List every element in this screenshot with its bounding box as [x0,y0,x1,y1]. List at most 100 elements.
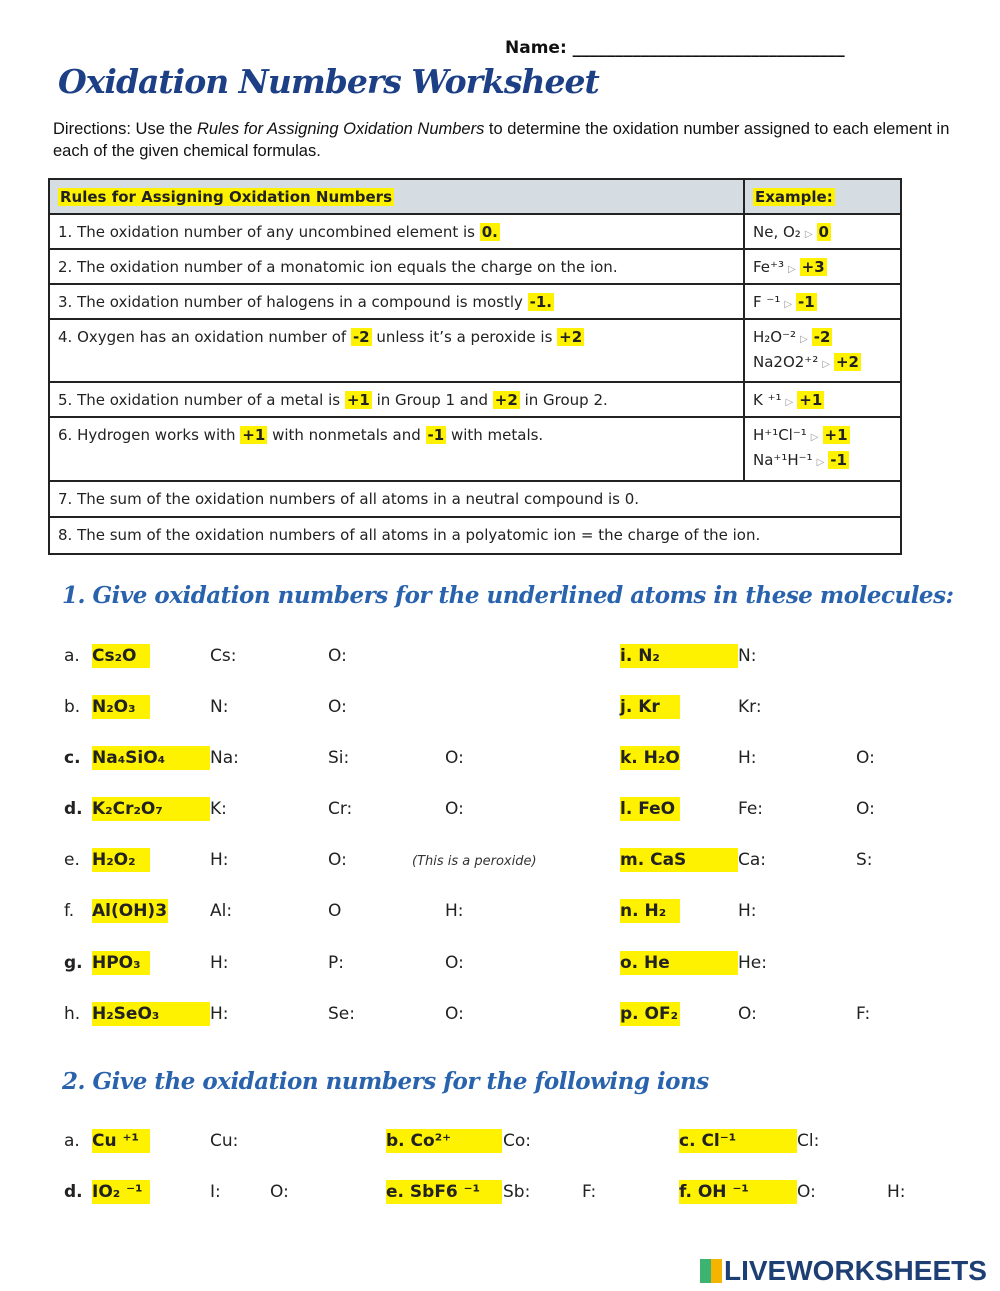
item-formula: Al(OH)3 [92,899,168,923]
item-letter: a. [64,1131,80,1151]
ion-formula: b. Co²⁺ [386,1129,502,1153]
example-value: +2 [833,353,861,371]
answer-label[interactable]: Na: [210,748,239,768]
answer-label[interactable]: H: [738,901,757,921]
logo-icon [700,1259,722,1283]
answer-label[interactable]: O: [797,1182,816,1202]
rules-header: Rules for Assigning Oxidation Numbers [58,187,394,206]
item-letter: f. [64,901,75,921]
answer-label[interactable]: He: [738,953,767,973]
peroxide-note: (This is a peroxide) [412,854,537,869]
name-field[interactable]: Name: ________________________________ [505,38,845,58]
answer-label[interactable]: Kr: [738,697,762,717]
answer-label[interactable]: N: [738,646,757,666]
example-value: +1 [822,426,850,444]
answer-label[interactable]: Cs: [210,646,237,666]
answer-label[interactable]: S: [856,850,873,870]
example-formula: Fe⁺³ [753,258,784,276]
rule-text: 7. The sum of the oxidation numbers of a… [48,480,902,518]
answer-label[interactable]: O: [445,748,464,768]
answer-label[interactable]: Co: [503,1131,531,1151]
item-formula: n. H₂ [620,899,680,923]
answer-label[interactable]: O: [856,748,875,768]
ion-formula: IO₂ ⁻¹ [92,1180,150,1204]
highlighted-value: +1 [240,426,268,444]
rules-header-row: Rules for Assigning Oxidation Numbers Ex… [48,178,902,215]
answer-label[interactable]: K: [210,799,227,819]
highlighted-value: +2 [492,391,520,409]
rule-text: 1. The oxidation number of any uncombine… [48,213,745,250]
answer-label[interactable]: O: [738,1004,757,1024]
example-line: K ⁺¹ ▷ +1 [753,389,892,414]
arrow-icon: ▷ [822,359,830,370]
example-formula: Ne, O₂ [753,223,801,241]
rule-example: H⁺¹Cl⁻¹ ▷ +1 Na⁺¹H⁻¹ ▷ -1 [743,416,902,482]
example-value: -1 [828,451,849,469]
example-line: Na⁺¹H⁻¹ ▷ -1 [753,449,892,474]
answer-label[interactable]: O [328,901,342,921]
answer-label[interactable]: N: [210,697,229,717]
ion-formula: c. Cl⁻¹ [679,1129,797,1153]
answer-label[interactable]: Al: [210,901,233,921]
answer-label[interactable]: Sb: [503,1182,531,1202]
highlighted-value: +1 [344,391,372,409]
answer-label[interactable]: O: [856,799,875,819]
rule-row: 3. The oxidation number of halogens in a… [48,283,902,320]
liveworksheets-logo: LIVEWORKSHEETS [700,1255,987,1287]
rule-row: 5. The oxidation number of a metal is +1… [48,381,902,418]
item-formula: k. H₂O [620,746,680,770]
rule-text: 6. Hydrogen works with +1 with nonmetals… [48,416,745,482]
item-formula: H₂SeO₃ [92,1002,210,1026]
rule-text: 8. The sum of the oxidation numbers of a… [48,516,902,555]
item-formula: N₂O₃ [92,695,150,719]
rule-text: 2. The oxidation number of a monatomic i… [48,248,745,285]
answer-label[interactable]: Cr: [328,799,353,819]
answer-label[interactable]: H: [445,901,464,921]
directions: Directions: Use the Rules for Assigning … [53,118,953,162]
rule-text: 5. The oxidation number of a metal is +1… [48,381,745,418]
highlighted-value: +2 [557,328,585,346]
rule-example: Fe⁺³ ▷ +3 [743,248,902,285]
answer-label[interactable]: H: [210,953,229,973]
answer-label[interactable]: Se: [328,1004,355,1024]
rule-example: F ⁻¹ ▷ -1 [743,283,902,320]
item-formula: K₂Cr₂O₇ [92,797,210,821]
answer-label[interactable]: Si: [328,748,350,768]
answer-label[interactable]: I: [210,1182,221,1202]
item-letter: g. [64,953,83,973]
item-letter: h. [64,1004,81,1024]
answer-label[interactable]: Cu: [210,1131,239,1151]
answer-label[interactable]: O: [270,1182,289,1202]
item-formula: o. He [620,951,738,975]
answer-label[interactable]: O: [328,850,347,870]
answer-label[interactable]: Ca: [738,850,767,870]
answer-label[interactable]: O: [445,799,464,819]
item-letter: d. [64,1182,83,1202]
answer-label[interactable]: F: [856,1004,871,1024]
highlighted-value: 0. [479,223,500,241]
item-letter: e. [64,850,80,870]
answer-label[interactable]: O: [445,953,464,973]
answer-label[interactable]: O: [328,646,347,666]
answer-label[interactable]: O: [445,1004,464,1024]
ion-formula: e. SbF6 ⁻¹ [386,1180,502,1204]
answer-label[interactable]: Fe: [738,799,764,819]
answer-label[interactable]: H: [210,1004,229,1024]
page-title: Oxidation Numbers Worksheet [58,62,600,101]
item-formula: Na₄SiO₄ [92,746,210,770]
example-line: F ⁻¹ ▷ -1 [753,291,892,316]
answer-label[interactable]: O: [328,697,347,717]
answer-label[interactable]: Cl: [797,1131,820,1151]
ion-formula: f. OH ⁻¹ [679,1180,797,1204]
answer-label[interactable]: H: [887,1182,906,1202]
example-line: Fe⁺³ ▷ +3 [753,256,892,281]
item-formula: HPO₃ [92,951,150,975]
rule-example: H₂O⁻² ▷ -2 Na2O2⁺² ▷ +2 [743,318,902,383]
example-formula: Na⁺¹H⁻¹ [753,451,813,469]
answer-label[interactable]: H: [210,850,229,870]
item-formula: H₂O₂ [92,848,150,872]
answer-label[interactable]: F: [582,1182,597,1202]
answer-label[interactable]: P: [328,953,344,973]
answer-label[interactable]: H: [738,748,757,768]
directions-emphasis: Rules for Assigning Oxidation Numbers [196,120,485,138]
